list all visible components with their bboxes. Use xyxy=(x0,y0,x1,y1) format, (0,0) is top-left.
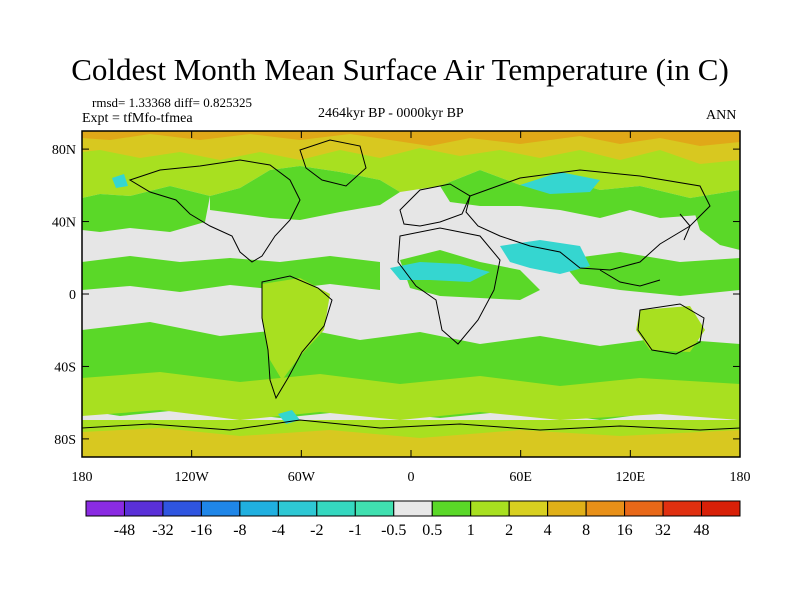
colorbar-swatch xyxy=(624,500,664,517)
experiment-label: Expt = tfMfo-tfmea xyxy=(82,111,193,126)
colorbar-label: -4 xyxy=(272,522,285,539)
colorbar-label: -0.5 xyxy=(381,522,406,539)
colorbar-swatch xyxy=(277,500,318,517)
colorbar-label: -8 xyxy=(233,522,246,539)
colorbar-swatch xyxy=(431,500,472,517)
season-label: ANN xyxy=(706,108,737,123)
page-title: Coldest Month Mean Surface Air Temperatu… xyxy=(71,52,729,87)
coastline-japan xyxy=(679,213,691,241)
coastline-australia xyxy=(637,303,705,355)
colorbar-swatch xyxy=(162,500,202,517)
lon-label: 60E xyxy=(509,470,532,485)
field-south-america-green xyxy=(262,278,330,380)
lat-label: 80S xyxy=(54,433,76,448)
colorbar-label: -1 xyxy=(349,522,362,539)
lat-label: 0 xyxy=(69,288,76,303)
field-indopacific-green xyxy=(560,252,740,296)
colorbar-label: -48 xyxy=(114,522,135,539)
anomaly-field xyxy=(82,131,740,457)
colorbar-swatch xyxy=(354,500,395,517)
lon-label: 180 xyxy=(730,470,751,485)
colorbar-swatch xyxy=(585,500,626,517)
coastlines xyxy=(82,139,740,431)
colorbar-swatch xyxy=(316,500,356,517)
coastline-asia xyxy=(465,169,711,271)
field-australia-lime xyxy=(636,306,705,352)
colorbar-swatch xyxy=(662,500,703,517)
lon-label: 60W xyxy=(288,470,316,485)
colorbar-label: 48 xyxy=(694,522,710,539)
coastline-africa xyxy=(397,227,501,345)
period-label: 2464kyr BP - 0000kyr BP xyxy=(318,106,464,121)
field-north-pacific-green xyxy=(82,186,210,232)
lon-label: 180 xyxy=(72,470,93,485)
colorbar-swatch xyxy=(393,500,433,517)
field-siberia-cyan xyxy=(520,172,600,194)
colorbar-label: 32 xyxy=(655,522,671,539)
colorbar-swatch xyxy=(123,500,164,517)
colorbar-swatch xyxy=(547,500,587,517)
lat-label: 40N xyxy=(52,216,76,231)
field-east-pacific-green xyxy=(690,190,740,250)
coastline-southeast-asia xyxy=(599,269,661,287)
lon-label: 120W xyxy=(175,470,210,485)
colorbar-label: 0.5 xyxy=(422,522,442,539)
field-west-cyan xyxy=(112,174,128,188)
colorbar-label: -32 xyxy=(152,522,173,539)
colorbar-swatch xyxy=(200,500,241,517)
stats-line: rmsd= 1.33368 diff= 0.825325 xyxy=(92,95,252,110)
field-siberia-green xyxy=(440,170,700,218)
field-sahara-cyan xyxy=(390,262,490,282)
coastline-antarctica xyxy=(82,419,740,431)
colorbar-label: 16 xyxy=(617,522,633,539)
lat-label: 80N xyxy=(52,143,76,158)
longitude-axis: 180 120W 60W 0 60E 120E 180 xyxy=(72,131,751,485)
coastline-greenland xyxy=(299,139,367,187)
field-southern-ocean-lime xyxy=(82,372,740,420)
field-arctic-hot xyxy=(82,131,740,146)
lon-label: 120E xyxy=(616,470,646,485)
colorbar-label: 8 xyxy=(582,522,590,539)
colorbar-swatch xyxy=(239,500,279,517)
colorbar-label: -16 xyxy=(191,522,212,539)
colorbar-swatch xyxy=(508,500,549,517)
latitude-axis: 80N 40N 0 40S 80S xyxy=(52,143,740,448)
field-arabia-cyan xyxy=(500,240,590,274)
colorbar-label: 1 xyxy=(467,522,475,539)
field-arctic-warm xyxy=(82,131,740,164)
colorbar-swatch xyxy=(85,500,125,517)
colorbar-label: -2 xyxy=(310,522,323,539)
colorbar-swatch xyxy=(701,500,741,517)
colorbar-label: 4 xyxy=(544,522,552,539)
coastline-south-america xyxy=(261,275,333,400)
colorbar-swatch xyxy=(470,500,510,517)
colorbar: -48 -32 -16 -8 -4 -2 -1 -0.5 0.5 1 2 4 8 16 32 48 xyxy=(85,500,741,539)
colorbar-label: 2 xyxy=(505,522,513,539)
lat-label: 40S xyxy=(54,360,76,375)
coastline-europe xyxy=(399,183,471,227)
lon-label: 0 xyxy=(408,470,415,485)
field-antarctic-yellow xyxy=(82,428,740,457)
coastline-north-america xyxy=(128,159,301,263)
